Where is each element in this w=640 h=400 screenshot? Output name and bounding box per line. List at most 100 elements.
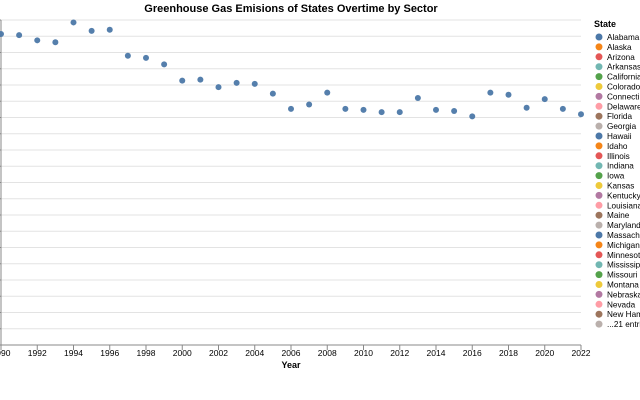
x-tick-label: 2016 [463, 348, 482, 358]
legend-swatch [595, 102, 603, 110]
data-point [487, 89, 494, 96]
legend-label: Nebraska [607, 290, 640, 299]
legend-label: Alabama [607, 33, 640, 42]
legend-label: Idaho [607, 142, 628, 151]
legend-label: Kansas [607, 182, 634, 191]
legend-swatch [595, 271, 603, 279]
legend-swatch [595, 281, 603, 288]
x-tick-label: 1994 [64, 348, 83, 358]
legend-label: Georgia [607, 122, 637, 131]
legend-label: Montana [607, 281, 639, 290]
legend-label: Kentucky [607, 191, 640, 200]
legend-label: Hawaii [607, 132, 632, 141]
legend-label: Minnesota [607, 251, 640, 260]
legend-label: Indiana [607, 162, 634, 171]
data-point [52, 39, 59, 46]
legend-swatch [595, 241, 603, 249]
x-tick-label: 1996 [100, 348, 119, 358]
x-tick-label: 2018 [499, 348, 518, 358]
data-point [106, 26, 113, 33]
data-points [0, 19, 584, 120]
legend-swatch [595, 231, 603, 239]
legend-label: Connecti... [607, 92, 640, 101]
data-point [414, 95, 421, 101]
data-point [124, 52, 131, 59]
x-tick-label: 2020 [535, 348, 554, 358]
legend-swatch [595, 201, 603, 209]
data-point [559, 105, 566, 112]
x-tick-label: 2002 [209, 348, 228, 358]
legend-swatch [595, 112, 603, 120]
legend-label: Louisiana [607, 201, 640, 210]
legend-swatch [595, 92, 603, 100]
x-tick-label: 2022 [572, 348, 591, 358]
data-point [324, 89, 331, 96]
x-tick-label: 2008 [318, 348, 337, 358]
legend-label: Arizona [607, 53, 635, 62]
data-point [288, 105, 294, 112]
legend-label: Missouri [607, 271, 638, 280]
data-point [215, 84, 222, 91]
legend-label: Michigan [607, 241, 640, 250]
data-point [306, 101, 313, 108]
legend-swatch [595, 132, 603, 140]
legend-swatch [595, 211, 603, 219]
legend-swatch [595, 191, 603, 199]
data-point [16, 32, 23, 39]
legend-label: New Ham... [607, 310, 640, 319]
legend-swatch [595, 251, 603, 259]
data-point [523, 104, 530, 111]
legend-swatch [595, 300, 603, 308]
legend-swatch [595, 182, 603, 189]
x-tick-label: 2012 [390, 348, 409, 358]
y-axis [0, 19, 2, 346]
x-axis: 1990 1992 1994 1996 1998 2000 2002 2004 2006 2008… [0, 344, 591, 358]
data-point [233, 79, 240, 86]
data-point [161, 61, 168, 68]
data-point [578, 111, 584, 118]
legend-label: Maine [607, 211, 630, 220]
data-point [396, 109, 403, 116]
data-point [360, 106, 367, 113]
legend-label: Delaware [607, 102, 640, 111]
x-tick-label: 2010 [354, 348, 373, 358]
x-tick-label: 2004 [245, 348, 264, 358]
legend-label: Massach... [607, 231, 640, 240]
data-point [34, 37, 41, 44]
legend-label: ...21 entries [607, 320, 640, 329]
x-axis-title: Year [281, 360, 301, 370]
legend-swatch [595, 221, 603, 229]
legend-swatch [595, 142, 603, 150]
legend-swatch [595, 162, 603, 170]
legend-swatch [595, 43, 603, 51]
data-point [70, 19, 77, 26]
x-tick-label: 1992 [28, 348, 47, 358]
data-point [251, 80, 258, 87]
data-point [342, 105, 349, 112]
chart-title: Greenhouse Gas Emisions of States Overti… [144, 3, 438, 15]
legend-swatch [595, 122, 603, 130]
data-point [541, 96, 548, 103]
legend-swatch [595, 53, 603, 61]
legend-swatch [595, 63, 603, 71]
legend-label: Alaska [607, 43, 632, 52]
data-point [433, 106, 439, 113]
data-point [269, 90, 276, 97]
legend-label: Nevada [607, 300, 636, 309]
legend-swatch [595, 290, 603, 298]
legend-label: Florida [607, 112, 632, 121]
data-point [143, 54, 149, 61]
data-point [179, 77, 186, 84]
legend-swatch [595, 73, 603, 81]
x-tick-label: 2000 [173, 348, 192, 358]
data-point [505, 91, 512, 98]
legend-title: State [594, 19, 616, 29]
legend-label: Mississippi [607, 261, 640, 270]
legend-label: Illinois [607, 152, 630, 161]
legend-swatch [595, 83, 603, 90]
legend-swatch [595, 33, 603, 41]
data-point [451, 108, 458, 114]
data-point [88, 27, 95, 34]
legend: State AlabamaAlaskaArizonaArkansasCalifo… [594, 19, 640, 329]
